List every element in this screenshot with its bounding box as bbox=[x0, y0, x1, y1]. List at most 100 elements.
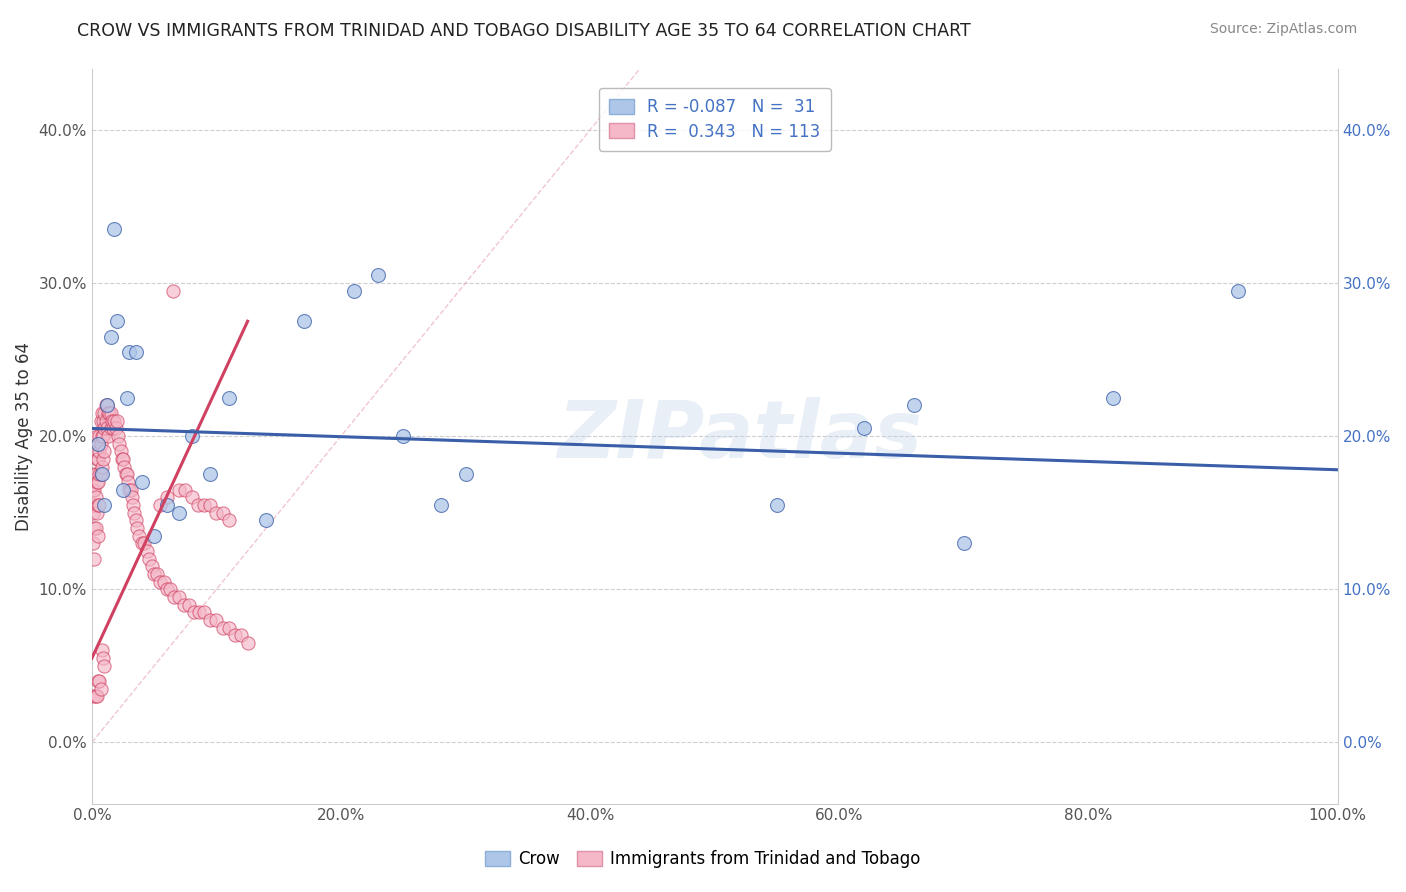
Point bbox=[205, 506, 228, 520]
Point bbox=[853, 421, 876, 435]
Point bbox=[180, 491, 202, 505]
Point bbox=[143, 528, 166, 542]
Point bbox=[103, 222, 125, 236]
Point bbox=[84, 690, 107, 704]
Point bbox=[84, 467, 107, 482]
Point bbox=[90, 429, 112, 443]
Point bbox=[87, 436, 110, 450]
Point bbox=[153, 574, 176, 589]
Point bbox=[100, 421, 122, 435]
Point bbox=[120, 483, 142, 497]
Point bbox=[82, 536, 104, 550]
Point bbox=[82, 506, 104, 520]
Point bbox=[108, 436, 131, 450]
Point bbox=[86, 429, 108, 443]
Point bbox=[83, 467, 105, 482]
Point bbox=[83, 521, 105, 535]
Point bbox=[90, 414, 112, 428]
Point bbox=[98, 406, 121, 420]
Point bbox=[90, 459, 112, 474]
Point bbox=[115, 467, 138, 482]
Point bbox=[156, 491, 179, 505]
Point bbox=[177, 598, 200, 612]
Y-axis label: Disability Age 35 to 64: Disability Age 35 to 64 bbox=[15, 342, 32, 531]
Point bbox=[149, 498, 172, 512]
Point bbox=[188, 605, 211, 619]
Point bbox=[128, 528, 150, 542]
Point bbox=[91, 452, 114, 467]
Point bbox=[135, 544, 157, 558]
Point bbox=[200, 613, 222, 627]
Point bbox=[118, 344, 141, 359]
Point bbox=[91, 429, 114, 443]
Point bbox=[218, 391, 240, 405]
Point bbox=[90, 467, 112, 482]
Point bbox=[96, 399, 118, 413]
Point bbox=[156, 582, 179, 597]
Point bbox=[93, 498, 115, 512]
Point bbox=[167, 506, 190, 520]
Point bbox=[84, 491, 107, 505]
Point bbox=[89, 467, 111, 482]
Point bbox=[86, 452, 108, 467]
Point bbox=[149, 574, 172, 589]
Point bbox=[211, 506, 233, 520]
Point bbox=[903, 399, 925, 413]
Point bbox=[236, 636, 259, 650]
Point bbox=[174, 483, 197, 497]
Point bbox=[159, 582, 181, 597]
Point bbox=[125, 521, 148, 535]
Point bbox=[131, 475, 153, 489]
Point bbox=[111, 452, 134, 467]
Point bbox=[429, 498, 451, 512]
Point bbox=[107, 429, 129, 443]
Point bbox=[122, 506, 145, 520]
Point bbox=[90, 406, 112, 420]
Point bbox=[121, 491, 143, 505]
Point bbox=[90, 467, 112, 482]
Point bbox=[86, 475, 108, 489]
Point bbox=[100, 406, 122, 420]
Point bbox=[766, 498, 789, 512]
Point bbox=[118, 483, 141, 497]
Point bbox=[84, 444, 107, 458]
Point bbox=[183, 605, 205, 619]
Point bbox=[87, 528, 110, 542]
Point bbox=[97, 406, 120, 420]
Point bbox=[367, 268, 389, 283]
Point bbox=[193, 498, 215, 512]
Point bbox=[82, 483, 104, 497]
Point bbox=[87, 498, 110, 512]
Legend: Crow, Immigrants from Trinidad and Tobago: Crow, Immigrants from Trinidad and Tobag… bbox=[478, 844, 928, 875]
Point bbox=[173, 598, 195, 612]
Point bbox=[454, 467, 477, 482]
Point bbox=[342, 284, 364, 298]
Point bbox=[105, 314, 128, 328]
Point bbox=[145, 566, 167, 581]
Point bbox=[96, 399, 118, 413]
Point bbox=[143, 566, 166, 581]
Point bbox=[105, 414, 128, 428]
Point bbox=[104, 421, 127, 435]
Point bbox=[86, 506, 108, 520]
Point bbox=[94, 414, 117, 428]
Point bbox=[101, 421, 124, 435]
Point bbox=[1102, 391, 1125, 405]
Legend: R = -0.087   N =  31, R =  0.343   N = 113: R = -0.087 N = 31, R = 0.343 N = 113 bbox=[599, 88, 831, 151]
Point bbox=[90, 681, 112, 696]
Text: CROW VS IMMIGRANTS FROM TRINIDAD AND TOBAGO DISABILITY AGE 35 TO 64 CORRELATION : CROW VS IMMIGRANTS FROM TRINIDAD AND TOB… bbox=[77, 22, 972, 40]
Point bbox=[1226, 284, 1249, 298]
Point bbox=[87, 475, 110, 489]
Point bbox=[218, 513, 240, 527]
Point bbox=[254, 513, 277, 527]
Text: Source: ZipAtlas.com: Source: ZipAtlas.com bbox=[1209, 22, 1357, 37]
Point bbox=[90, 436, 112, 450]
Point bbox=[187, 498, 209, 512]
Point bbox=[124, 513, 146, 527]
Point bbox=[224, 628, 246, 642]
Point bbox=[90, 643, 112, 657]
Point bbox=[101, 414, 124, 428]
Point bbox=[110, 444, 132, 458]
Point bbox=[83, 690, 105, 704]
Point bbox=[93, 444, 115, 458]
